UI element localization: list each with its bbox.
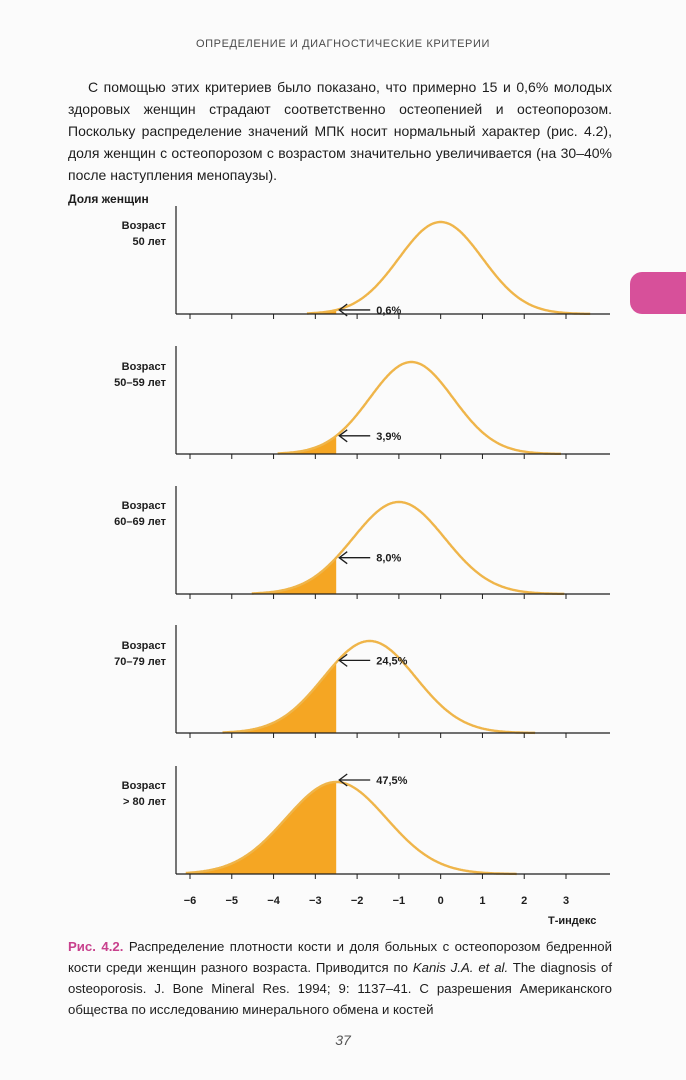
osteoporosis-area-5 [185, 782, 337, 874]
panel-label-line1: Возраст [121, 220, 166, 232]
paragraph-text: С помощью этих критериев было показано, … [68, 79, 612, 183]
figure-caption: Рис. 4.2. Распределение плотности кости … [68, 936, 612, 1020]
percent-label-1: 0,6% [376, 305, 401, 317]
bmd-distribution-chart: 0,6% 3,9% 8,0% 24,5% 47,5% −6 −5 −4 −3 −2 −1 0 1 2 3 [175, 206, 610, 907]
panel-label-5: Возраст > 80 лет [96, 778, 166, 810]
y-axis-title: Доля женщин [68, 192, 149, 206]
x-tick-label: 0 [438, 895, 444, 907]
panel-label-line1: Возраст [121, 500, 166, 512]
x-tick-label: 1 [479, 895, 485, 907]
caption-text-1: Распределение плотности кости и доля бол… [68, 939, 612, 975]
panel-label-line2: 70–79 лет [114, 656, 166, 668]
pointer-arrow-head-2 [338, 429, 348, 443]
panel-label-line2: 50 лет [132, 236, 167, 248]
panel-label-line2: 50–59 лет [114, 377, 166, 389]
body-paragraph: С помощью этих критериев было показано, … [68, 76, 612, 186]
distribution-curve-4 [222, 639, 536, 735]
caption-authors: Kanis J.A. et al. [412, 960, 509, 975]
percent-label-2: 3,9% [376, 431, 401, 443]
chapter-tab [630, 272, 686, 314]
panel-label-line1: Возраст [121, 780, 166, 792]
distribution-curve-5 [185, 780, 517, 876]
percent-label-5: 47,5% [376, 775, 407, 787]
osteoporosis-area-3 [251, 557, 337, 594]
caption-text-2: The diagnosis of osteoporosis. J. Bone M… [68, 960, 612, 1017]
x-tick-label: −6 [184, 895, 197, 907]
panel-label-1: Возраст 50 лет [96, 218, 166, 250]
x-tick-label: −2 [351, 895, 364, 907]
x-axis-title: Т-индекс [548, 915, 597, 927]
x-tick-label: −5 [226, 895, 239, 907]
osteoporosis-area-4 [222, 662, 337, 733]
percent-label-3: 8,0% [376, 553, 401, 565]
distribution-curve-1 [306, 220, 591, 315]
percent-label-4: 24,5% [376, 655, 407, 667]
panel-label-3: Возраст 60–69 лет [96, 498, 166, 530]
panel-label-line2: 60–69 лет [114, 516, 166, 528]
osteoporosis-area-1 [307, 310, 337, 314]
distribution-curve-3 [251, 500, 565, 596]
page-number: 37 [335, 1032, 351, 1048]
panel-label-line1: Возраст [121, 361, 166, 373]
pointer-arrow-head-4 [338, 653, 348, 667]
panel-label-2: Возраст 50–59 лет [96, 359, 166, 391]
osteoporosis-area-2 [277, 435, 337, 454]
pointer-arrow-head-1 [338, 303, 348, 317]
running-header: ОПРЕДЕЛЕНИЕ И ДИАГНОСТИЧЕСКИЕ КРИТЕРИИ [195, 38, 490, 50]
panel-label-4: Возраст 70–79 лет [96, 638, 166, 670]
x-tick-label: 2 [521, 895, 527, 907]
figure-label: Рис. 4.2. [68, 939, 124, 954]
x-tick-label: −1 [393, 895, 406, 907]
pointer-arrow-head-5 [338, 773, 348, 787]
pointer-arrow-head-3 [338, 551, 348, 565]
x-tick-label: −3 [309, 895, 322, 907]
x-tick-label: 3 [563, 895, 569, 907]
distribution-curve-2 [277, 360, 561, 455]
panel-label-line2: > 80 лет [123, 796, 166, 808]
panel-label-line1: Возраст [121, 640, 166, 652]
x-tick-label: −4 [267, 895, 280, 907]
